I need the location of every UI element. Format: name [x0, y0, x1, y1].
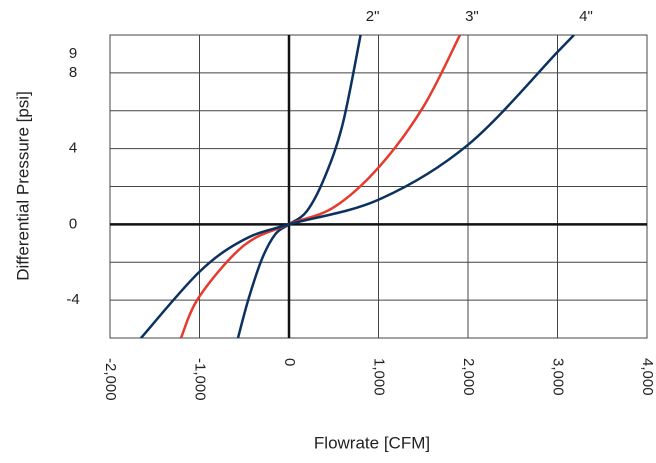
y-axis-label: Differential Pressure [psi]	[13, 91, 32, 281]
x-tick-label: -2,000	[102, 358, 119, 401]
series-label: 2"	[366, 8, 380, 25]
y-tick-label: 8	[69, 64, 77, 81]
y-tick-label: 0	[69, 215, 77, 232]
y-tick-label: 4	[69, 140, 77, 157]
y-tick-label: -4	[66, 291, 79, 308]
x-tick-label: 2,000	[460, 358, 477, 396]
x-tick-label: 1,000	[371, 358, 388, 396]
series-line	[179, 35, 462, 338]
x-axis-label: Flowrate [CFM]	[314, 433, 430, 452]
x-tick-label: 4,000	[639, 358, 656, 396]
x-tick-label: 0	[281, 358, 298, 366]
series-line	[140, 35, 575, 338]
series-label: 3"	[465, 8, 479, 25]
y-tick-label: 9	[69, 45, 77, 62]
x-tick-label: -1,000	[192, 358, 209, 401]
series-label: 4"	[579, 8, 593, 25]
x-tick-label: 3,000	[550, 358, 567, 396]
